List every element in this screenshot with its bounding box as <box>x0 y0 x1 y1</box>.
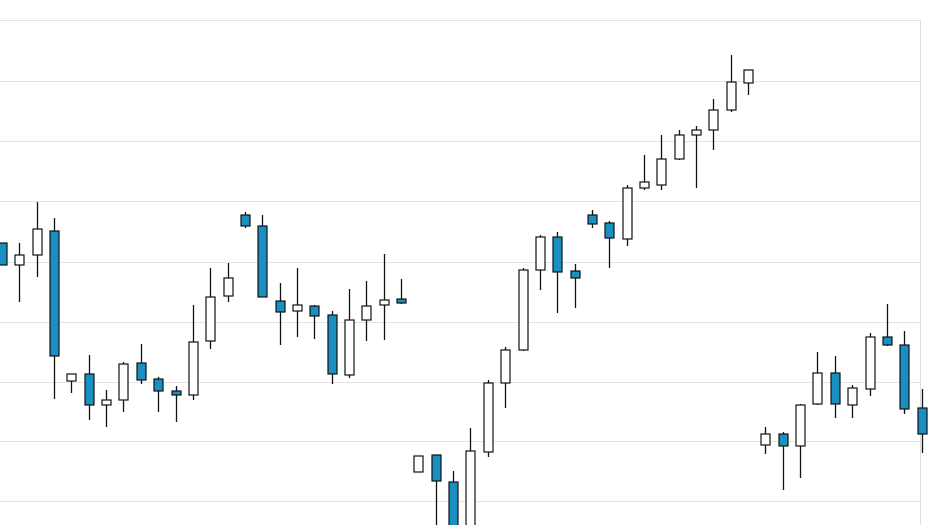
candle-body <box>552 236 563 273</box>
candle-body <box>726 81 737 111</box>
candle-body <box>396 298 407 304</box>
candle-body <box>674 134 685 160</box>
candle-body <box>188 341 199 396</box>
candle-body <box>49 230 60 357</box>
candle-body <box>847 387 858 406</box>
candle-body <box>483 382 494 453</box>
candle-body <box>327 314 338 375</box>
candle-body <box>917 407 928 435</box>
candle-body <box>518 269 529 351</box>
candle-body <box>309 305 320 317</box>
candle-body <box>0 242 8 266</box>
candle-body <box>448 481 459 525</box>
candle-body <box>84 373 95 406</box>
candle-body <box>257 225 268 298</box>
candle-body <box>275 300 286 313</box>
candle-body <box>379 299 390 306</box>
candle-body <box>812 372 823 405</box>
candle-body <box>344 319 355 376</box>
candle-body <box>570 270 581 279</box>
candle-body <box>101 399 112 406</box>
candle-body <box>865 336 876 390</box>
candle-body <box>66 373 77 382</box>
candle-body <box>136 362 147 381</box>
candle-body <box>32 228 43 256</box>
candle-body <box>899 344 910 410</box>
candle-body <box>830 372 841 405</box>
candle-body <box>795 404 806 447</box>
candle-body <box>691 129 702 136</box>
candle-body <box>604 222 615 239</box>
candle-body <box>240 214 251 227</box>
candle-body <box>431 454 442 482</box>
candle-body <box>118 363 129 401</box>
candle-body <box>14 254 25 266</box>
candle-body <box>622 187 633 240</box>
candle-body <box>778 433 789 447</box>
candle-body <box>413 455 424 473</box>
candle-body <box>500 349 511 384</box>
candle-body <box>171 390 182 396</box>
candle-body <box>882 336 893 346</box>
candle-body <box>639 181 650 189</box>
candle-body <box>656 158 667 186</box>
candle-body <box>760 433 771 446</box>
candle-body <box>708 109 719 131</box>
candle-body <box>223 277 234 297</box>
candle-body <box>465 450 476 525</box>
candle-body <box>535 236 546 271</box>
candle-body <box>587 214 598 225</box>
candle-body <box>205 296 216 342</box>
candle-body <box>743 69 754 84</box>
candle-body <box>292 304 303 312</box>
candle-body <box>153 378 164 392</box>
candle-body <box>361 305 372 321</box>
